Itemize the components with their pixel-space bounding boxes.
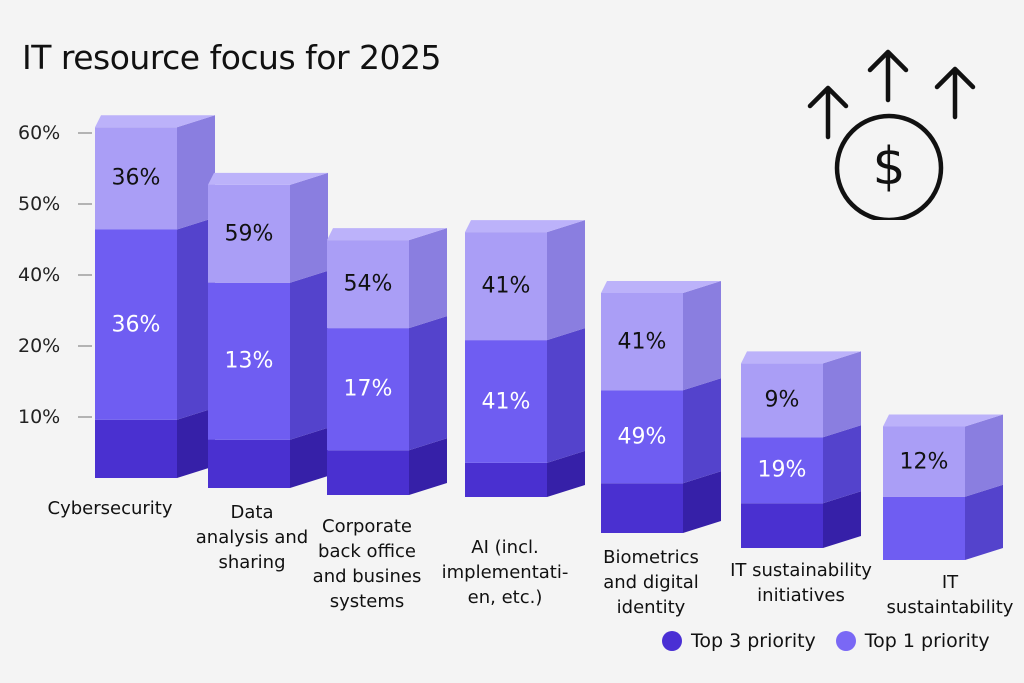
bar-top-face [883,414,1003,427]
data-label-top: 36% [111,165,161,191]
y-tick-label: 50% [18,193,61,215]
bar-top-face [601,281,721,294]
bar-top-segment [601,293,683,391]
chart-title: IT resource focus for 2025 [22,38,442,77]
bar-base-segment [601,483,683,533]
legend-swatch-top3 [662,631,682,651]
bar-top-segment [465,232,547,341]
bar-base-segment [741,503,823,548]
bar-base-side [290,427,328,488]
data-label-top: 9% [764,387,800,413]
bar-base-segment [208,439,290,488]
bar-middle-side [177,217,215,420]
bar-middle-side [965,484,1003,560]
legend: Top 3 priority Top 1 priority [662,630,1010,652]
bar-top-segment [208,184,290,283]
data-label-middle: 13% [224,348,274,374]
x-category-label: IT sustainability initiatives [730,560,872,606]
x-category-label: AI (incl. implementati- en, etc.) [441,537,569,608]
data-label-middle: 49% [617,424,667,450]
x-category-label: Data analysis and sharing [195,502,309,573]
data-label-middle: 19% [757,457,807,483]
y-tick-label: 20% [18,335,61,357]
bar-base-segment [465,462,547,497]
data-label-top: 54% [343,271,393,297]
svg-text:$: $ [872,137,905,197]
bar-middle-segment [327,328,409,451]
bar-top-side [683,281,721,391]
bar-middle-side [409,316,447,451]
legend-label-top1: Top 1 priority [864,630,990,652]
y-tick-label: 40% [18,264,61,286]
bar-base-side [409,438,447,495]
x-category-label: Cybersecurity [47,498,173,519]
bar-base-side [683,471,721,533]
bar-base-side [547,450,585,497]
bar-base-side [823,491,861,548]
bar-middle-segment [883,496,965,560]
bar-top-segment [883,426,965,497]
bar-base-side [177,407,215,478]
bar-top-side [177,115,215,230]
bar-top-segment [327,240,409,329]
legend-label-top3: Top 3 priority [691,630,816,652]
bar-top-segment [741,363,823,438]
bar-middle-segment [741,437,823,504]
bar-top-side [547,220,585,341]
bar-middle-side [290,270,328,440]
bar-middle-segment [208,282,290,440]
bar-top-side [409,228,447,329]
bar-middle-segment [465,340,547,463]
data-label-top: 41% [617,329,667,355]
y-tick-label: 10% [18,406,61,428]
data-label-middle: 41% [481,389,531,414]
bar-top-face [741,351,861,364]
data-label-middle: 36% [111,312,161,338]
data-label-middle: 17% [343,376,393,402]
bar-middle-side [683,378,721,484]
bar-middle-side [823,425,861,504]
bar-top-side [823,351,861,438]
dollar-growth-arrows-icon: $ [807,49,976,220]
y-tick-label: 60% [18,122,61,144]
data-label-top: 59% [224,221,274,247]
bar-middle-segment [601,390,683,484]
bar-top-side [965,414,1003,497]
bar-top-segment [95,127,177,230]
bar-middle-side [547,328,585,463]
bar-top-face [327,228,447,241]
x-category-label: Corporate back office and busines system… [312,516,422,612]
bar-top-face [208,172,328,185]
bar-top-face [465,220,585,233]
data-label-top: 41% [481,273,531,299]
data-label-top: 12% [899,449,949,475]
legend-item-top3: Top 3 priority [662,630,816,652]
bar-base-segment [95,419,177,478]
bar-base-segment [327,450,409,495]
legend-item-top1: Top 1 priority [835,630,990,652]
legend-swatch-top1 [835,631,856,651]
bar-top-side [290,172,328,283]
x-category-label: IT sustaintability [886,572,1014,618]
x-category-label: Biometrics and digital identity [603,547,699,618]
bar-top-face [95,115,215,128]
bar-middle-segment [95,229,177,420]
